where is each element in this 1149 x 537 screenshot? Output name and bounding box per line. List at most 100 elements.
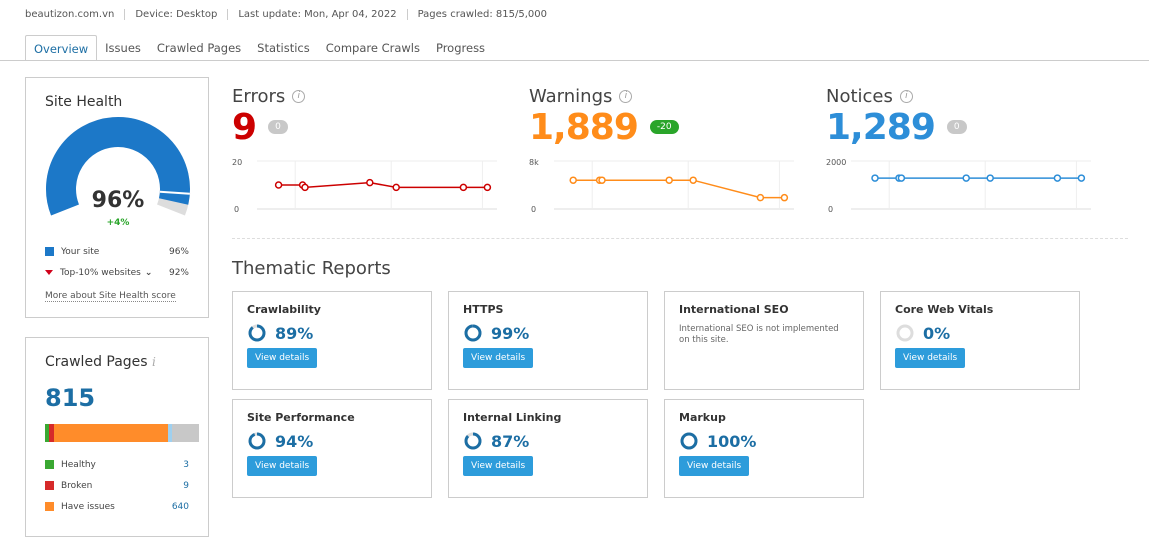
bar-segment[interactable] (54, 424, 168, 442)
crawlability-score: 89% (275, 324, 313, 343)
site-performance-view-details-button[interactable]: View details (247, 456, 317, 476)
errors-count[interactable]: 9 (232, 107, 256, 148)
info-icon[interactable]: i (152, 355, 156, 369)
trend-point[interactable] (302, 184, 308, 190)
trend-line (573, 180, 784, 197)
legend-value[interactable]: 3 (183, 460, 189, 470)
tab-compare-crawls[interactable]: Compare Crawls (318, 35, 428, 61)
legend-value[interactable]: 9 (183, 481, 189, 491)
trend-line (279, 183, 488, 188)
legend-item[interactable]: Broken 9 (45, 475, 189, 496)
trend-point[interactable] (987, 175, 993, 181)
info-icon[interactable]: i (292, 90, 305, 103)
tab-progress[interactable]: Progress (428, 35, 493, 61)
internal-linking-title[interactable]: Internal Linking (463, 411, 633, 424)
legend-value[interactable]: 640 (172, 502, 189, 512)
progress-ring-icon (247, 323, 267, 343)
trend-point[interactable] (367, 180, 373, 186)
crawlability-view-details-button[interactable]: View details (247, 348, 317, 368)
progress-ring-icon (463, 323, 483, 343)
https-score: 99% (491, 324, 529, 343)
site-health-score: 96% (45, 188, 191, 213)
trend-point[interactable] (393, 184, 399, 190)
international-seo-note: International SEO is not implemented on … (679, 324, 849, 346)
markup-view-details-button[interactable]: View details (679, 456, 749, 476)
triangle-marker-icon (45, 270, 53, 275)
tab-crawled-pages[interactable]: Crawled Pages (149, 35, 249, 61)
warnings-count[interactable]: 1,889 (529, 107, 638, 148)
trend-point[interactable] (276, 182, 282, 188)
y-min-label: 0 (234, 205, 239, 214)
core-web-vitals-view-details-button[interactable]: View details (895, 348, 965, 368)
trend-point[interactable] (781, 195, 787, 201)
legend-label: Top-10% websites (60, 268, 141, 278)
core-web-vitals-title[interactable]: Core Web Vitals (895, 303, 1065, 316)
errors-title[interactable]: Errors (232, 86, 285, 107)
project-domain: beautizon.com.vn (25, 9, 124, 20)
site-health-info-link[interactable]: More about Site Health score (45, 291, 176, 302)
legend-top10[interactable]: Top-10% websites⌄92% (45, 262, 189, 283)
notices-title[interactable]: Notices (826, 86, 893, 107)
progress-ring-icon (679, 431, 699, 451)
last-update: Last update: Mon, Apr 04, 2022 (227, 9, 406, 20)
trend-point[interactable] (460, 184, 466, 190)
bar-segment[interactable] (172, 424, 200, 442)
site-health-gauge: 96% +4% (45, 116, 189, 241)
progress-ring-icon (895, 323, 915, 343)
trend-point[interactable] (872, 175, 878, 181)
trend-point[interactable] (1054, 175, 1060, 181)
legend-swatch (45, 481, 54, 490)
info-icon[interactable]: i (900, 90, 913, 103)
trend-point[interactable] (570, 177, 576, 183)
tab-divider (0, 60, 1149, 61)
errors-delta-badge: 0 (268, 120, 288, 134)
pages-crawled: Pages crawled: 815/5,000 (407, 9, 557, 20)
site-performance-card: Site Performance 94% View details (232, 399, 432, 498)
notices-count[interactable]: 1,289 (826, 107, 935, 148)
y-min-label: 0 (531, 205, 536, 214)
site-performance-title[interactable]: Site Performance (247, 411, 417, 424)
progress-ring-icon (247, 431, 267, 451)
site-health-title: Site Health (45, 94, 189, 110)
https-title[interactable]: HTTPS (463, 303, 633, 316)
trend-point[interactable] (1078, 175, 1084, 181)
trend-point[interactable] (690, 177, 696, 183)
core-web-vitals-score: 0% (923, 324, 950, 343)
trend-point[interactable] (484, 184, 490, 190)
trend-point[interactable] (757, 195, 763, 201)
device: Device: Desktop (124, 9, 227, 20)
legend-swatch (45, 502, 54, 511)
legend-label: Broken (61, 481, 92, 491)
warnings-title[interactable]: Warnings (529, 86, 612, 107)
https-view-details-button[interactable]: View details (463, 348, 533, 368)
tab-bar: Overview Issues Crawled Pages Statistics… (25, 35, 493, 61)
trend-point[interactable] (599, 177, 605, 183)
crawlability-card: Crawlability 89% View details (232, 291, 432, 390)
internal-linking-view-details-button[interactable]: View details (463, 456, 533, 476)
crawlability-title[interactable]: Crawlability (247, 303, 417, 316)
crawl-meta: beautizon.com.vn Device: Desktop Last up… (25, 9, 557, 20)
info-icon[interactable]: i (619, 90, 632, 103)
chevron-down-icon[interactable]: ⌄ (145, 268, 153, 278)
crawled-pages-title: Crawled Pages i (45, 354, 189, 370)
progress-ring-icon (463, 431, 483, 451)
tab-overview[interactable]: Overview (25, 35, 97, 61)
section-divider (232, 238, 1128, 239)
site-performance-score: 94% (275, 432, 313, 451)
trend-point[interactable] (666, 177, 672, 183)
trend-point[interactable] (898, 175, 904, 181)
markup-title[interactable]: Markup (679, 411, 849, 424)
warnings-trend-chart: 8k0 (529, 156, 799, 216)
international-seo-title[interactable]: International SEO (679, 303, 849, 316)
trend-point[interactable] (963, 175, 969, 181)
tab-statistics[interactable]: Statistics (249, 35, 318, 61)
tab-issues[interactable]: Issues (97, 35, 149, 61)
